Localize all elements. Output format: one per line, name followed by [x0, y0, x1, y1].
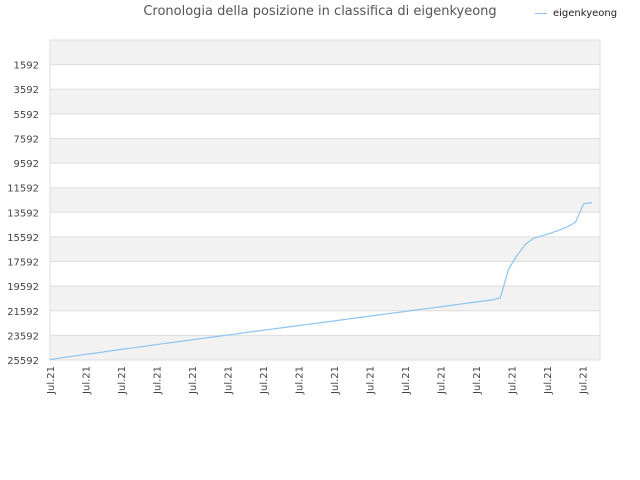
x-tick: Jul.21	[437, 366, 448, 395]
x-tick: Jul.21	[46, 366, 57, 395]
x-tick-label: Jul.21	[472, 366, 483, 395]
plot-band	[50, 286, 600, 311]
x-tick-label: Jul.21	[259, 366, 270, 395]
y-tick-label: 17592	[7, 258, 39, 269]
x-tick-label: Jul.21	[153, 366, 164, 395]
plot-band	[50, 64, 600, 90]
plot-band	[50, 236, 600, 262]
x-tick: Jul.21	[295, 366, 306, 395]
y-tick-label: 9592	[14, 159, 39, 170]
plot-band	[50, 163, 600, 188]
x-tick: Jul.21	[188, 366, 199, 395]
y-tick-label: 5592	[14, 110, 39, 121]
x-tick: Jul.21	[82, 366, 93, 395]
y-tick-label: 23592	[7, 331, 39, 342]
y-tick-label: 13592	[7, 208, 39, 219]
x-tick-label: Jul.21	[508, 366, 519, 395]
legend-label: eigenkyeong	[553, 8, 618, 19]
x-tick-label: Jul.21	[117, 366, 128, 395]
x-tick-label: Jul.21	[543, 366, 554, 395]
x-tick: Jul.21	[508, 366, 519, 395]
plot-band	[50, 113, 600, 139]
y-tick-label: 15592	[7, 233, 39, 244]
plot-band	[50, 89, 600, 114]
y-tick-label: 25592	[7, 356, 39, 367]
x-tick-label: Jul.21	[46, 366, 57, 395]
x-tick: Jul.21	[401, 366, 412, 395]
plot-border	[49, 39, 601, 361]
x-tick: Jul.21	[330, 366, 341, 395]
x-tick-label: Jul.21	[401, 366, 412, 395]
x-tick-label: Jul.21	[579, 366, 590, 395]
legend-swatch	[535, 13, 547, 14]
chart-title: Cronologia della posizione in classifica…	[143, 4, 497, 19]
x-tick-label: Jul.21	[224, 366, 235, 395]
series-line-eigenkyeong	[49, 202, 593, 361]
x-tick: Jul.21	[472, 366, 483, 395]
plot-band	[50, 212, 600, 237]
x-tick-label: Jul.21	[366, 366, 377, 395]
y-tick-label: 1592	[14, 61, 39, 72]
plot-band	[50, 187, 600, 213]
plot-band	[50, 40, 600, 65]
x-tick: Jul.21	[259, 366, 270, 395]
x-tick-label: Jul.21	[437, 366, 448, 395]
legend[interactable]: eigenkyeong	[535, 8, 617, 19]
x-tick-label: Jul.21	[295, 366, 306, 395]
x-tick: Jul.21	[224, 366, 235, 395]
plot-band	[50, 310, 600, 336]
x-tick-label: Jul.21	[188, 366, 199, 395]
x-tick-label: Jul.21	[82, 366, 93, 395]
plot-band	[50, 261, 600, 287]
y-tick-label: 7592	[14, 134, 39, 145]
y-tick-label: 11592	[7, 184, 39, 195]
y-tick-label: 3592	[14, 85, 39, 96]
x-tick: Jul.21	[153, 366, 164, 395]
y-tick-label: 21592	[7, 307, 39, 318]
x-tick: Jul.21	[117, 366, 128, 395]
plot-band	[50, 335, 600, 360]
x-tick-label: Jul.21	[330, 366, 341, 395]
x-tick: Jul.21	[366, 366, 377, 395]
y-tick-label: 19592	[7, 282, 39, 293]
x-tick: Jul.21	[579, 366, 590, 395]
x-tick: Jul.21	[543, 366, 554, 395]
plot-band	[50, 138, 600, 164]
